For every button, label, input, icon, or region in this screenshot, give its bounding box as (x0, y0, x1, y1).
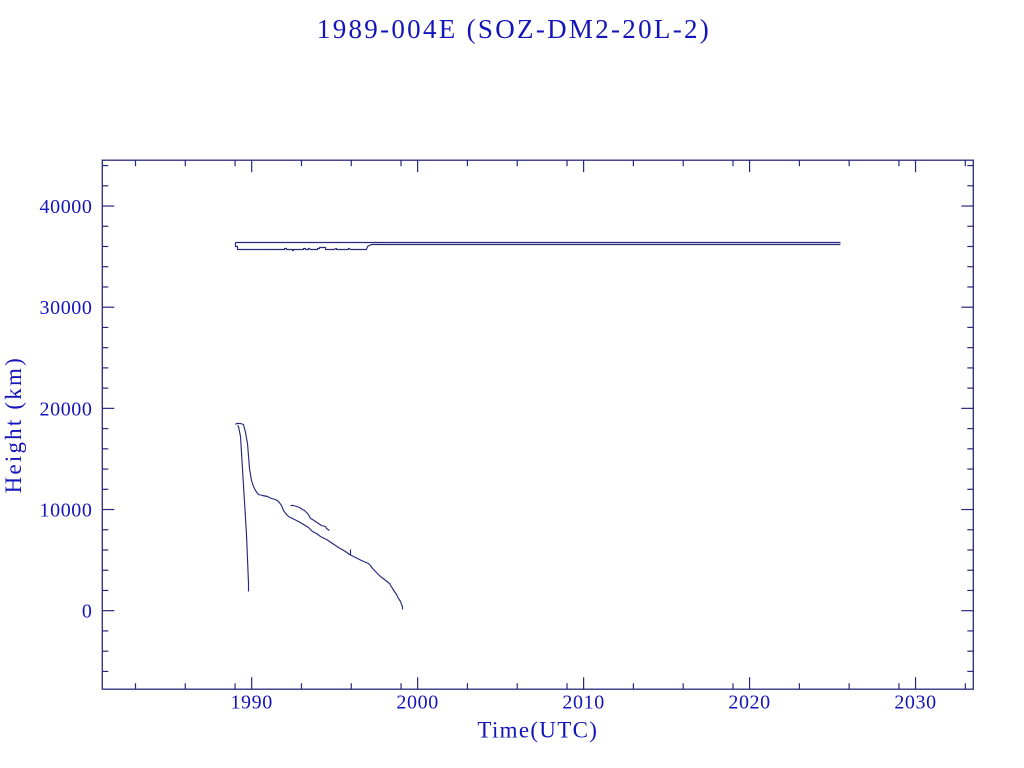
series-early-perigee-drop (237, 425, 250, 592)
series-decay-branch (290, 504, 330, 531)
tick-labels: 1990 2000 2010 2020 2030 0 10000 20000 30000 4000… (40, 196, 937, 713)
axes-frame (101, 159, 974, 690)
x-tick-label: 2000 (396, 692, 438, 714)
x-tick-label: 2010 (562, 692, 604, 714)
y-tick-label: 40000 (40, 196, 93, 218)
x-tick-label: 2030 (894, 692, 936, 714)
y-tick-label: 30000 (40, 297, 93, 319)
data-series (234, 241, 841, 610)
y-tick-label: 0 (82, 601, 93, 623)
series-geo-band-lower (234, 242, 841, 252)
x-axis-label: Time(UTC) (477, 718, 598, 743)
x-tick-label: 2020 (728, 692, 770, 714)
axis-ticks (102, 160, 974, 690)
chart-title: 1989-004E (SOZ-DM2-20L-2) (317, 14, 711, 44)
x-tick-label: 1990 (230, 692, 272, 714)
y-tick-label: 20000 (40, 398, 93, 420)
y-tick-label: 10000 (40, 500, 93, 522)
plot-border (101, 159, 974, 690)
y-axis-label: Height (km) (1, 356, 26, 493)
series-decay-apogee (235, 422, 404, 610)
